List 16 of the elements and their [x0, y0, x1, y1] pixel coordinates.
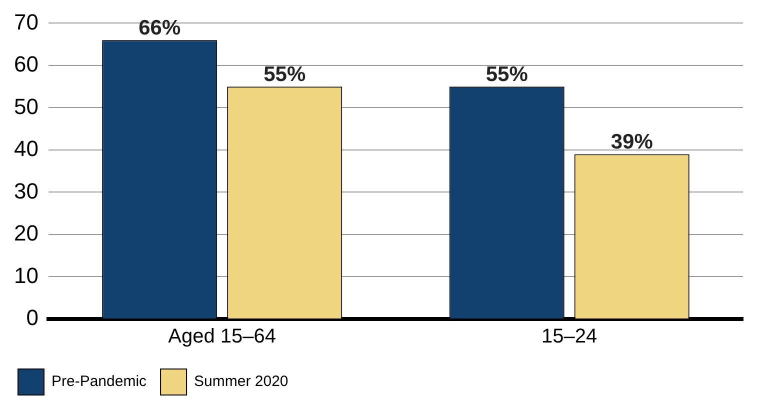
y-tick-label: 40 [14, 136, 38, 162]
y-tick-label: 30 [14, 178, 38, 204]
x-tick-label: 15–24 [542, 326, 598, 348]
data-label: 66% [138, 16, 181, 40]
legend-label: Summer 2020 [194, 373, 288, 390]
legend-label: Pre-Pandemic [52, 373, 148, 390]
y-tick-label: 0 [26, 305, 38, 330]
y-tick-label: 60 [14, 52, 38, 77]
data-label: 55% [486, 62, 528, 86]
y-tick-label: 70 [14, 9, 38, 34]
x-tick-label: Aged 15–64 [168, 326, 276, 348]
y-tick-label: 20 [14, 220, 38, 246]
data-label: 39% [610, 130, 654, 154]
y-tick-label: 10 [14, 262, 38, 288]
data-label: 55% [264, 62, 306, 86]
y-tick-label: 50 [14, 94, 38, 119]
